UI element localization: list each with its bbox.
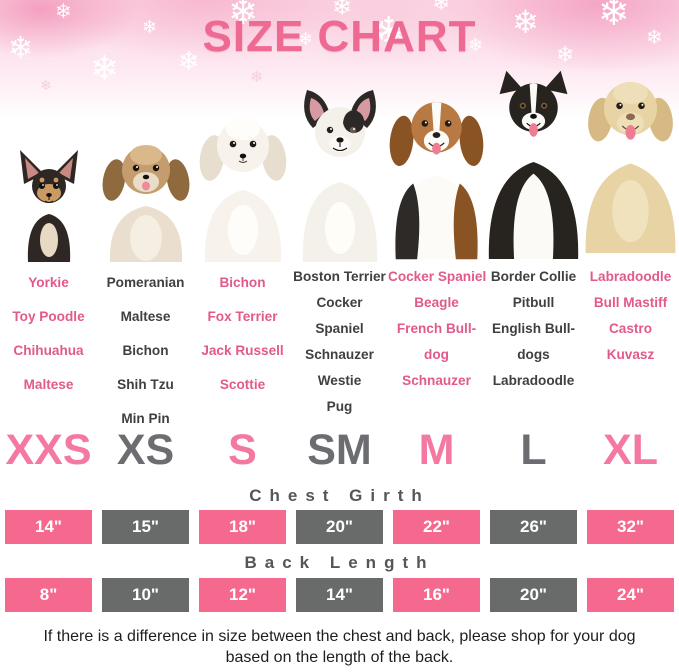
breed-name: Fox Terrier: [207, 309, 278, 324]
snowflake-icon: ❄: [178, 46, 200, 76]
snowflake-icon: ❄: [90, 50, 119, 88]
snowflake-icon: ❄: [646, 27, 663, 49]
banner: ❄ ❄ ❄ ❄ ❄ ❄ ❄ ❄ ❄ ❄ ❄ ❄ ❄ ❄ ❄ ❄ ❄: [0, 0, 679, 118]
breed-name: Schnauzer: [305, 347, 374, 362]
chest-girth-bar: 18": [199, 510, 286, 544]
breed-name: Jack Russell: [201, 343, 284, 358]
back-length-bar: 8": [5, 578, 92, 612]
breed-columns: Yorkie Toy Poodle Chihuahua Maltese Pome…: [0, 262, 679, 436]
chest-girth-heading: Chest Girth: [249, 486, 430, 505]
breed-name: Kuvasz: [606, 347, 655, 362]
chest-girth-bar: 26": [490, 510, 577, 544]
back-length-bar: 12": [199, 578, 286, 612]
footer-note-line1: If there is a difference in size between…: [43, 628, 636, 645]
snowflake-icon: ❄: [298, 29, 314, 49]
page-title: SIZE CHART: [202, 12, 477, 61]
snowflake-icon: ❄: [55, 1, 72, 23]
snowflake-icon: ❄: [468, 35, 484, 55]
chest-girth-bar: 15": [102, 510, 189, 544]
dog-photo-shih-tzu: [97, 126, 194, 262]
size-label-s: S: [228, 426, 257, 474]
back-length-bar: 10": [102, 578, 189, 612]
snowflake-icon: ❄: [142, 17, 158, 37]
breed-name: Beagle: [414, 295, 459, 310]
breed-name: Spaniel: [315, 321, 364, 336]
breed-name: Maltese: [120, 309, 171, 324]
breed-name: Toy Poodle: [12, 309, 85, 324]
breed-name: English Bull-: [491, 321, 576, 336]
breed-name: Cocker Spaniel: [388, 269, 487, 284]
size-label-xxs: XXS: [5, 426, 92, 474]
snowflake-icon: ❄: [40, 77, 52, 93]
footer-note-line2: based on the length of the back.: [225, 649, 454, 666]
chest-girth-bar: 14": [5, 510, 92, 544]
chest-girth-bar: 22": [393, 510, 480, 544]
snowflake-icon: ❄: [228, 0, 259, 32]
snowflake-icon: ❄: [512, 4, 539, 40]
snowflake-icon: ❄: [8, 32, 34, 65]
snowflake-icon: ❄: [372, 10, 406, 54]
breed-name: Boston Terrier: [293, 269, 386, 284]
chest-girth-bar: 32": [587, 510, 674, 544]
breed-name: Chihuahua: [13, 343, 84, 358]
breed-name: French Bull-: [396, 321, 477, 336]
size-label-sm: SM: [307, 426, 372, 474]
breed-name: Pomeranian: [106, 275, 185, 290]
breed-column-l: Border Collie Pitbull English Bull- dogs…: [485, 262, 582, 436]
back-length-heading: Back Length: [244, 553, 435, 572]
size-label-l: L: [520, 426, 547, 474]
breed-name: Cocker: [316, 295, 363, 310]
breed-name: Bichon: [122, 343, 169, 358]
snowflake-icon: ❄: [250, 69, 264, 86]
dog-photo-maltese: [194, 96, 291, 262]
size-label-xs: XS: [116, 426, 175, 474]
breed-column-xs: Pomeranian Maltese Bichon Shih Tzu Min P…: [97, 262, 194, 436]
breed-name: Pug: [326, 399, 353, 414]
breed-name: Shih Tzu: [117, 377, 174, 392]
breed-column-xl: Labradoodle Bull Mastiff Castro Kuvasz: [582, 262, 679, 436]
back-length-bar: 14": [296, 578, 383, 612]
breed-name: Labradoodle: [492, 373, 575, 388]
breed-name: Scottie: [219, 377, 266, 392]
breed-name: Maltese: [23, 377, 74, 392]
breed-name: dog: [424, 347, 449, 362]
size-label-m: M: [418, 426, 455, 474]
snowflake-icon: ❄: [332, 0, 353, 21]
dog-photo-border-collie: [485, 60, 582, 262]
back-length-bar: 20": [490, 578, 577, 612]
breed-column-sm: Boston Terrier Cocker Spaniel Schnauzer …: [291, 262, 388, 436]
chest-girth-bar: 20": [296, 510, 383, 544]
chest-girth-bars: 14" 15" 18" 20" 22" 26" 32": [0, 510, 679, 544]
size-labels-row: XXS XS S SM M L XL: [0, 424, 679, 476]
breed-column-m: Cocker Spaniel Beagle French Bull- dog S…: [388, 262, 487, 436]
back-length-bars: 8" 10" 12" 14" 16" 20" 24": [0, 578, 679, 612]
dog-photo-row: [0, 50, 679, 262]
breed-name: Westie: [317, 373, 362, 388]
snowflake-icon: ❄: [432, 0, 451, 15]
footer-note: If there is a difference in size between…: [0, 626, 679, 668]
breed-name: Schnauzer: [402, 373, 471, 388]
dog-photo-french-bulldog: [291, 86, 388, 262]
breed-name: Bichon: [219, 275, 266, 290]
breed-column-s: Bichon Fox Terrier Jack Russell Scottie: [194, 262, 291, 436]
snowflake-icon: ❄: [598, 0, 630, 34]
back-length-bar: 16": [393, 578, 480, 612]
dog-photo-beagle: [388, 76, 485, 262]
breed-name: Yorkie: [28, 275, 69, 290]
dog-photo-chihuahua: [0, 146, 97, 262]
size-label-xl: XL: [603, 426, 658, 474]
breed-name: dogs: [517, 347, 550, 362]
breed-column-xxs: Yorkie Toy Poodle Chihuahua Maltese: [0, 262, 97, 436]
breed-name: Castro: [608, 321, 653, 336]
dog-photo-labrador: [582, 54, 679, 262]
breed-name: Bull Mastiff: [593, 295, 668, 310]
back-length-bar: 24": [587, 578, 674, 612]
breed-name: Pitbull: [512, 295, 555, 310]
breed-name: Min Pin: [121, 411, 170, 426]
breed-name: Labradoodle: [589, 269, 672, 284]
snowflake-icon: ❄: [556, 42, 575, 67]
breed-name: Border Collie: [490, 269, 577, 284]
